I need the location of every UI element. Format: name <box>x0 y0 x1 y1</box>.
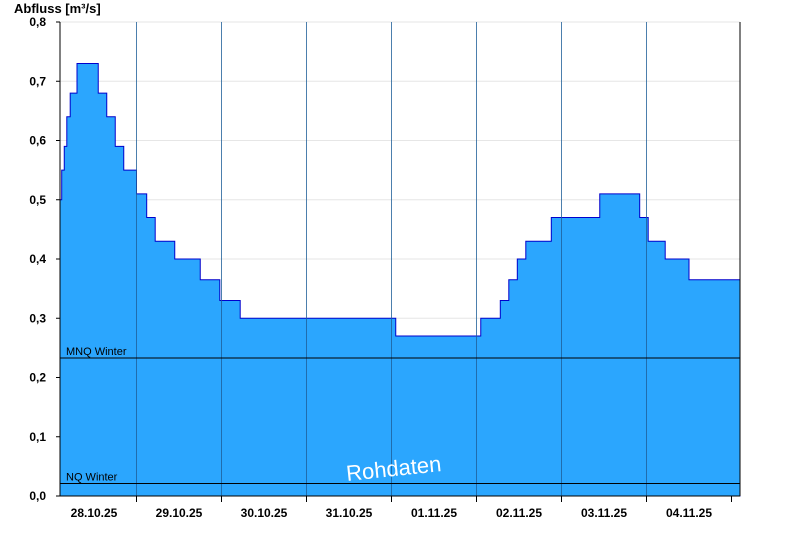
y-tick-label: 0,8 <box>29 15 46 29</box>
reference-line-label: MNQ Winter <box>66 346 127 358</box>
day-dividers <box>136 22 647 496</box>
reference-line-label: NQ Winter <box>66 472 118 484</box>
x-tick-label: 28.10.25 <box>71 506 118 520</box>
x-tick-label: 03.11.25 <box>581 506 627 520</box>
x-tick-label: 29.10.25 <box>156 506 203 520</box>
y-axis-title: Abfluss [m³/s] <box>14 1 101 16</box>
discharge-area <box>59 62 741 497</box>
x-tick-label: 30.10.25 <box>241 506 288 520</box>
x-tick-label: 01.11.25 <box>411 506 457 520</box>
y-tick-label: 0,0 <box>29 489 46 503</box>
y-tick-label: 0,6 <box>29 134 46 148</box>
reference-lines: MNQ Winter NQ Winter <box>60 346 740 485</box>
y-tick-label: 0,1 <box>29 430 46 444</box>
y-tick-label: 0,7 <box>29 74 46 88</box>
x-tick-label: 31.10.25 <box>326 506 373 520</box>
x-tick-label: 02.11.25 <box>496 506 542 520</box>
y-tick-label: 0,3 <box>29 311 46 325</box>
y-tick-label: 0,4 <box>29 252 46 266</box>
y-tick-label: 0,5 <box>29 193 46 207</box>
x-tick-label: 04.11.25 <box>666 506 712 520</box>
axes: 0,0 0,1 0,2 0,3 0,4 0,5 0,6 0,7 0,8 28.10.25 29.10… <box>29 15 741 520</box>
y-tick-label: 0,2 <box>29 371 46 385</box>
